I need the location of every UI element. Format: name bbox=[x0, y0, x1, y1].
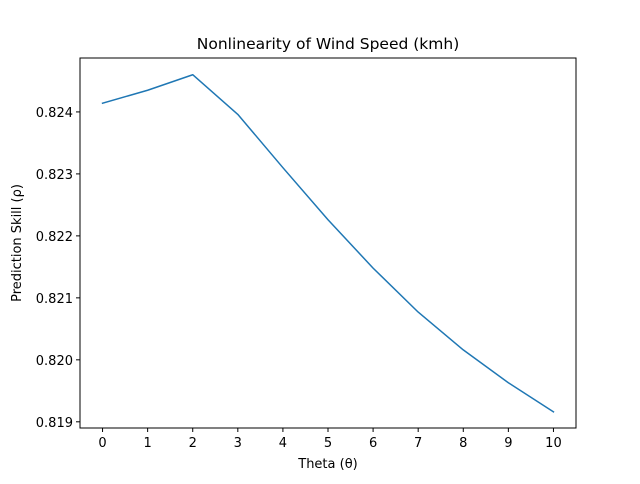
x-tick-label: 5 bbox=[324, 436, 332, 451]
chart-title: Nonlinearity of Wind Speed (kmh) bbox=[197, 35, 460, 53]
x-tick-label: 10 bbox=[545, 436, 562, 451]
axes-frame bbox=[79, 57, 577, 429]
x-tick-label: 6 bbox=[369, 436, 377, 451]
y-tick-label: 0.824 bbox=[36, 106, 73, 121]
x-tick-label: 9 bbox=[504, 436, 512, 451]
y-tick-label: 0.819 bbox=[36, 416, 73, 431]
ticks-layer: 0 1 2 3 4 5 6 7 8 9 10 0.819 0.820 0.821 0.822 0.823 0.8… bbox=[36, 106, 562, 451]
x-tick-label: 3 bbox=[234, 436, 242, 451]
x-tick-label: 1 bbox=[143, 436, 151, 451]
y-axis-label: Prediction Skill (ρ) bbox=[10, 184, 25, 302]
series-line bbox=[101, 73, 555, 413]
y-tick-label: 0.823 bbox=[36, 168, 73, 183]
x-tick-label: 7 bbox=[414, 436, 422, 451]
x-tick-label: 4 bbox=[279, 436, 287, 451]
x-tick-label: 8 bbox=[459, 436, 467, 451]
x-tick-label: 0 bbox=[98, 436, 106, 451]
plot-layer bbox=[101, 73, 555, 413]
x-axis-label: Theta (θ) bbox=[297, 457, 357, 472]
x-tick-label: 2 bbox=[189, 436, 197, 451]
y-tick-label: 0.822 bbox=[36, 230, 73, 245]
y-tick-label: 0.821 bbox=[36, 292, 73, 307]
y-tick-label: 0.820 bbox=[36, 354, 73, 369]
